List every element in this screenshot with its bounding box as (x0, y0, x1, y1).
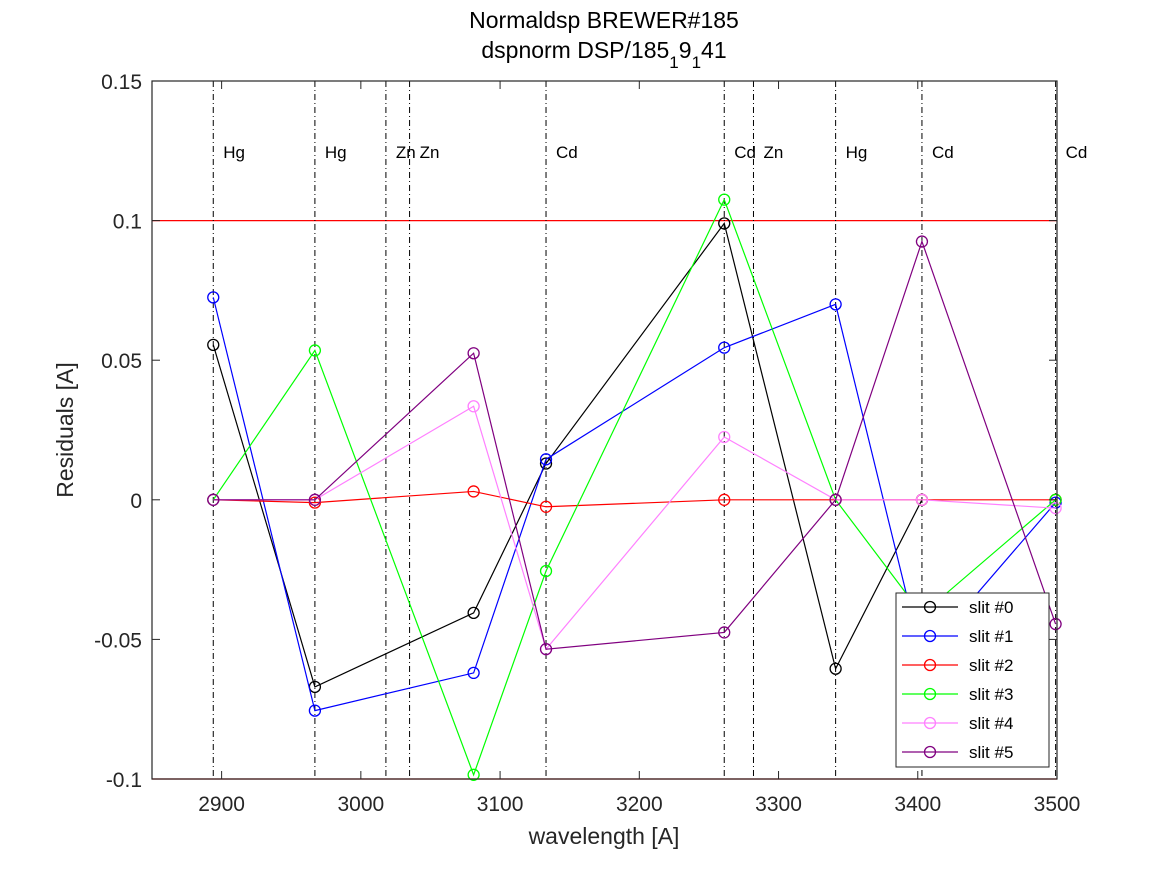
data-point (829, 493, 842, 506)
subtitle-sub: 1 (669, 53, 678, 72)
x-tick-label: 3000 (337, 793, 384, 816)
spectral-line-label: Zn (396, 143, 416, 162)
x-tick-label: 3400 (894, 793, 941, 816)
axes-box (151, 80, 1058, 780)
chart-text: Normaldsp BREWER#185 dspnorm DSP/1851914… (52, 7, 739, 849)
y-axis-label: Residuals [A] (52, 362, 78, 498)
legend-item: slit #4 (902, 714, 1013, 733)
spectral-line-label: Cd (734, 143, 756, 162)
data-point (467, 400, 480, 413)
legend-label: slit #4 (969, 714, 1013, 733)
data-point (308, 493, 322, 506)
chart-subtitle: dspnorm DSP/18519141 (481, 37, 726, 72)
data-point (718, 493, 731, 506)
series-5 (207, 235, 1062, 656)
chart-title: Normaldsp BREWER#185 (469, 7, 739, 33)
subtitle-part: 41 (701, 37, 727, 63)
data-point (539, 500, 553, 513)
data-point (539, 643, 553, 656)
legend-label: slit #2 (969, 656, 1013, 675)
subtitle-part: dspnorm DSP/185 (481, 37, 669, 63)
data-point (467, 606, 480, 620)
x-tick-label: 2900 (198, 793, 245, 816)
spectral-line-label: Cd (1066, 143, 1088, 162)
spectral-line-label: Hg (846, 143, 868, 162)
legend-marker (923, 745, 937, 759)
legend-item: slit #0 (902, 598, 1013, 617)
spectral-lines: Hg Hg Zn Zn Cd Cd Zn Hg Cd Cd (212, 81, 1088, 779)
data-point (1049, 502, 1062, 515)
legend-marker (923, 629, 937, 643)
y-tick-label: 0.1 (113, 211, 142, 234)
spectral-line-label: Cd (556, 143, 578, 162)
data-point (308, 704, 322, 717)
data-point (718, 193, 731, 206)
data-point (539, 564, 553, 578)
y-tick-label: -0.05 (94, 629, 142, 652)
data-point (467, 485, 480, 498)
data-point (829, 662, 842, 675)
series-line (212, 222, 923, 688)
data-point (467, 768, 480, 781)
series-line (213, 239, 1057, 650)
spectral-line-label: Zn (420, 143, 440, 162)
data-point (539, 457, 553, 470)
legend-marker (923, 687, 937, 701)
legend-marker (923, 658, 937, 672)
data-point (308, 344, 322, 357)
legend-marker (923, 716, 937, 730)
legend-label: slit #5 (969, 743, 1013, 762)
legend-item: slit #5 (902, 743, 1013, 762)
series-0 (207, 217, 929, 694)
legend: slit #0 slit #1 slit #2 slit #3 slit #4 slit … (895, 592, 1050, 768)
x-tick-label: 3300 (755, 793, 802, 816)
spectral-line-label: Cd (932, 143, 954, 162)
legend-item: slit #3 (902, 685, 1013, 704)
data-point (207, 338, 220, 351)
data-point (915, 493, 929, 506)
legend-label: slit #3 (969, 685, 1013, 704)
spectral-line-label: Zn (763, 143, 783, 162)
spectral-line-label: Hg (325, 143, 347, 162)
data-point (915, 235, 929, 248)
axes: 2900 3000 3100 3200 3300 3400 3500 -0.1 -0.05 0 0.… (94, 71, 1080, 816)
data-point (718, 217, 731, 230)
legend-item: slit #2 (902, 656, 1013, 675)
x-tick-label: 3500 (1034, 793, 1081, 816)
x-tick-label: 3100 (477, 793, 524, 816)
legend-label: slit #0 (969, 598, 1013, 617)
data-point (467, 347, 480, 360)
subtitle-part: 9 (679, 37, 692, 63)
series-line (213, 405, 1056, 651)
y-tick-label: -0.1 (106, 769, 142, 792)
data-point (308, 496, 322, 509)
legend-marker (923, 600, 937, 614)
y-tick-label: 0 (130, 490, 142, 513)
data-point (718, 341, 731, 354)
legend-box (895, 592, 1050, 768)
y-tick-label: 0.15 (101, 71, 142, 94)
subtitle-sub: 1 (692, 53, 701, 72)
data-point (467, 666, 480, 680)
data-point (829, 298, 842, 311)
data-point (1049, 617, 1062, 631)
x-tick-label: 3200 (616, 793, 663, 816)
spectral-line-label: Hg (223, 143, 245, 162)
data-point (718, 626, 731, 639)
data-point (207, 493, 220, 506)
x-axis-label: wavelength [A] (528, 823, 680, 849)
data-point (539, 453, 553, 466)
data-point (718, 430, 731, 444)
y-tick-label: 0.05 (101, 350, 142, 373)
data-point (207, 291, 220, 304)
legend-label: slit #1 (969, 627, 1013, 646)
legend-item: slit #1 (902, 627, 1013, 646)
